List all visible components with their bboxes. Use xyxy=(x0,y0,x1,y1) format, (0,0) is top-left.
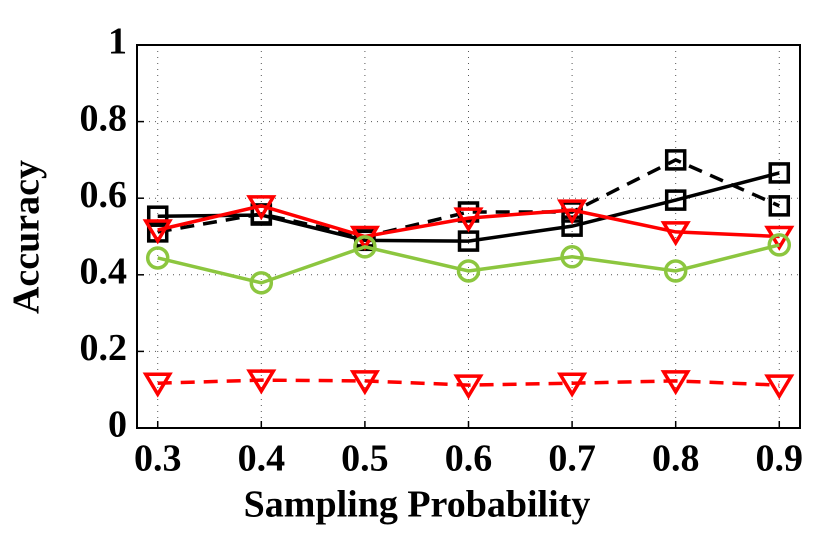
square-marker xyxy=(768,195,791,217)
y-tick-label: 0 xyxy=(108,404,127,446)
triangle-marker xyxy=(660,221,691,247)
circle-marker xyxy=(249,271,274,295)
triangle-marker xyxy=(453,374,484,400)
x-tick-label: 0.5 xyxy=(341,438,389,480)
x-tick-label: 0.3 xyxy=(134,438,182,480)
square-marker xyxy=(664,189,687,211)
plot-frame xyxy=(136,44,801,429)
x-tick-label: 0.4 xyxy=(238,438,286,480)
y-axis-label: Accuracy xyxy=(6,160,48,314)
square-marker xyxy=(561,215,583,237)
circle-marker xyxy=(560,245,584,269)
x-tick-label: 0.7 xyxy=(548,438,596,480)
triangle-marker xyxy=(246,195,277,221)
x-tick-label: 0.6 xyxy=(445,438,493,480)
square-marker xyxy=(768,162,791,184)
x-axis-label: Sampling Probability xyxy=(244,484,591,526)
x-tick-label: 0.9 xyxy=(756,438,804,480)
x-tick-label: 0.8 xyxy=(652,438,700,480)
series-line xyxy=(157,204,780,239)
circle-marker xyxy=(353,235,377,259)
circle-marker xyxy=(767,233,792,257)
series-line xyxy=(157,243,780,285)
circle-marker xyxy=(145,246,170,270)
triangle-marker xyxy=(764,374,795,400)
y-tick-label: 0.4 xyxy=(80,251,128,293)
circle-marker xyxy=(456,259,481,283)
y-tick-label: 0.2 xyxy=(80,327,128,369)
triangle-marker xyxy=(453,207,484,233)
triangle-marker xyxy=(142,372,173,398)
triangle-marker xyxy=(349,370,380,396)
series-line xyxy=(157,378,780,387)
triangle-marker xyxy=(246,369,277,395)
square-marker xyxy=(664,149,687,171)
y-tick-label: 0.6 xyxy=(80,174,128,216)
y-tick-label: 0.8 xyxy=(80,97,128,139)
triangle-marker xyxy=(660,370,691,396)
triangle-marker xyxy=(142,219,173,245)
circle-marker xyxy=(663,259,688,283)
y-tick-label: 1 xyxy=(108,21,127,63)
square-marker xyxy=(146,205,169,227)
triangle-marker xyxy=(557,372,588,398)
triangle-marker xyxy=(557,199,588,225)
